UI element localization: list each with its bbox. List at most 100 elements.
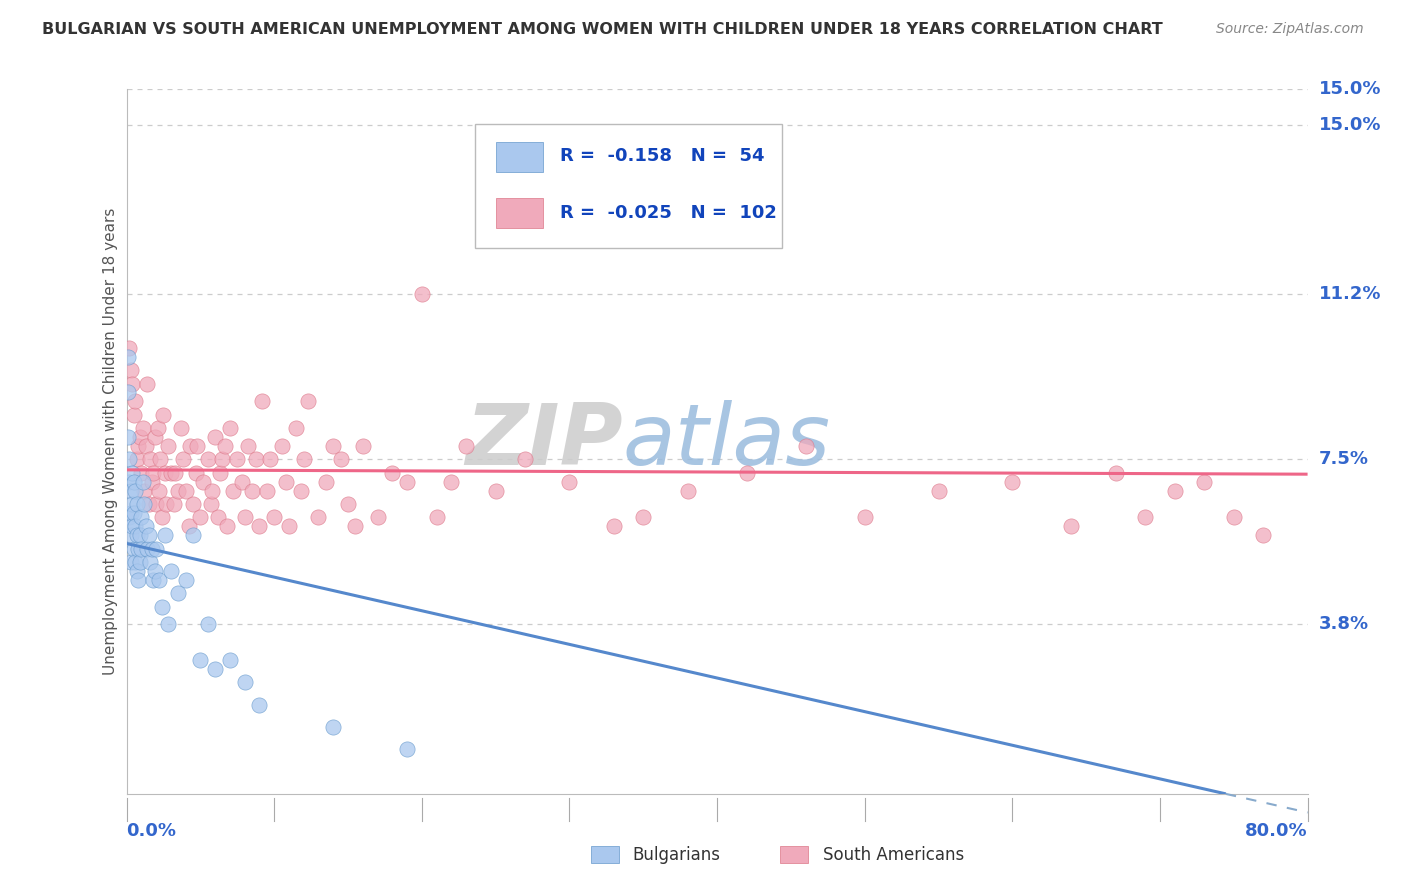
Point — [156, 439, 179, 453]
Point — [197, 617, 219, 632]
Point — [252, 394, 274, 409]
Point — [297, 394, 319, 409]
Point — [153, 466, 176, 480]
Point — [122, 541, 145, 556]
Point — [201, 483, 224, 498]
Point — [124, 555, 146, 569]
Point — [1222, 510, 1246, 524]
Point — [159, 564, 183, 578]
Point — [152, 408, 174, 422]
Point — [315, 475, 337, 489]
Point — [278, 519, 301, 533]
Point — [167, 483, 190, 498]
Point — [184, 466, 207, 480]
Point — [381, 466, 404, 480]
Text: 80.0%: 80.0% — [1244, 822, 1308, 839]
Point — [204, 662, 226, 676]
Point — [247, 519, 270, 533]
Point — [128, 430, 150, 444]
Point — [1133, 510, 1156, 524]
Point — [121, 376, 143, 391]
Point — [170, 421, 193, 435]
Point — [1164, 483, 1187, 498]
Point — [1001, 475, 1024, 489]
Point — [603, 519, 626, 533]
Point — [735, 466, 758, 480]
Point — [515, 452, 537, 467]
Point — [200, 497, 222, 511]
Text: R =  -0.025   N =  102: R = -0.025 N = 102 — [560, 203, 778, 221]
Point — [186, 439, 208, 453]
Point — [174, 573, 197, 587]
Point — [411, 287, 433, 301]
Text: 11.2%: 11.2% — [1319, 285, 1381, 303]
Point — [150, 510, 173, 524]
Bar — [496, 142, 544, 171]
Point — [118, 341, 141, 355]
Point — [122, 475, 145, 489]
Point — [231, 475, 253, 489]
Point — [236, 439, 259, 453]
Point — [139, 555, 162, 569]
Point — [148, 573, 170, 587]
Text: South Americans: South Americans — [823, 846, 963, 863]
Point — [132, 421, 155, 435]
Point — [226, 452, 249, 467]
Point — [307, 510, 329, 524]
Point — [117, 350, 139, 364]
Point — [197, 452, 219, 467]
Point — [125, 564, 148, 578]
Point — [138, 497, 160, 511]
Point — [193, 475, 215, 489]
Point — [121, 497, 143, 511]
Point — [124, 394, 146, 409]
Point — [794, 439, 817, 453]
Point — [134, 497, 156, 511]
Point — [141, 475, 163, 489]
Point — [120, 506, 142, 520]
Point — [222, 483, 245, 498]
Point — [188, 653, 211, 667]
Point — [117, 430, 139, 444]
Point — [117, 385, 139, 400]
Point — [290, 483, 312, 498]
Point — [292, 452, 315, 467]
Text: 15.0%: 15.0% — [1319, 116, 1381, 134]
Point — [172, 452, 194, 467]
Point — [135, 519, 157, 533]
Point — [245, 452, 267, 467]
Point — [337, 497, 360, 511]
Point — [120, 528, 142, 542]
Point — [127, 541, 149, 556]
Point — [139, 452, 162, 467]
Point — [145, 541, 167, 556]
Point — [233, 510, 256, 524]
Point — [136, 541, 159, 556]
Point — [125, 528, 148, 542]
Point — [122, 408, 145, 422]
Point — [149, 452, 172, 467]
Point — [118, 452, 141, 467]
Point — [454, 439, 477, 453]
Point — [129, 466, 153, 480]
Point — [128, 528, 150, 542]
Point — [211, 452, 233, 467]
Point — [853, 510, 876, 524]
Point — [274, 475, 297, 489]
Point — [322, 720, 344, 734]
Point — [156, 617, 179, 632]
Point — [181, 497, 204, 511]
Point — [676, 483, 699, 498]
Point — [165, 466, 187, 480]
Point — [121, 519, 143, 533]
Point — [1192, 475, 1215, 489]
Point — [219, 653, 242, 667]
Point — [124, 519, 146, 533]
Text: Bulgarians: Bulgarians — [633, 846, 721, 863]
Point — [118, 510, 141, 524]
Point — [132, 475, 155, 489]
Point — [219, 421, 242, 435]
Bar — [496, 198, 544, 228]
Point — [259, 452, 281, 467]
Point — [1105, 466, 1128, 480]
